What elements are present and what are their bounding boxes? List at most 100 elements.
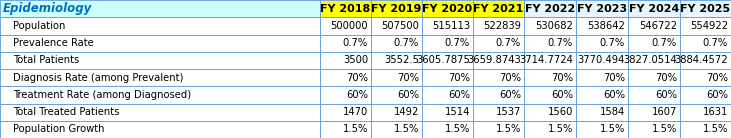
Bar xyxy=(680,34,731,52)
Text: 0.7%: 0.7% xyxy=(343,38,368,48)
Bar xyxy=(524,52,576,69)
Bar xyxy=(371,0,422,17)
Text: 1.5%: 1.5% xyxy=(394,124,419,134)
Text: 70%: 70% xyxy=(397,73,419,83)
Bar xyxy=(0,17,320,34)
Bar xyxy=(628,69,680,86)
Bar xyxy=(680,121,731,138)
Bar xyxy=(628,17,680,34)
Text: FY 2018: FY 2018 xyxy=(320,4,371,14)
Text: 3884.4572: 3884.4572 xyxy=(675,55,728,65)
Bar xyxy=(576,69,628,86)
Bar xyxy=(320,104,371,121)
Text: 70%: 70% xyxy=(603,73,625,83)
Bar xyxy=(524,121,576,138)
Bar xyxy=(680,17,731,34)
Bar xyxy=(576,34,628,52)
Text: 1.5%: 1.5% xyxy=(702,124,728,134)
Text: 70%: 70% xyxy=(706,73,728,83)
Bar xyxy=(371,86,422,104)
Text: 60%: 60% xyxy=(499,90,521,100)
Bar xyxy=(628,0,680,17)
Text: 546722: 546722 xyxy=(639,21,677,31)
Text: 1607: 1607 xyxy=(652,107,677,117)
Bar xyxy=(628,52,680,69)
Text: 1.5%: 1.5% xyxy=(343,124,368,134)
Text: 1631: 1631 xyxy=(702,107,728,117)
Text: 500000: 500000 xyxy=(330,21,368,31)
Text: 507500: 507500 xyxy=(381,21,419,31)
Text: 1492: 1492 xyxy=(394,107,419,117)
Bar xyxy=(473,17,524,34)
Bar xyxy=(0,86,320,104)
Bar xyxy=(628,104,680,121)
Bar xyxy=(0,0,320,17)
Text: 70%: 70% xyxy=(499,73,521,83)
Text: 0.7%: 0.7% xyxy=(652,38,677,48)
Text: 70%: 70% xyxy=(551,73,573,83)
Bar xyxy=(628,121,680,138)
Bar xyxy=(422,104,473,121)
Text: Population Growth: Population Growth xyxy=(13,124,105,134)
Bar xyxy=(422,69,473,86)
Text: Diagnosis Rate (among Prevalent): Diagnosis Rate (among Prevalent) xyxy=(13,73,183,83)
Text: 554922: 554922 xyxy=(690,21,728,31)
Bar xyxy=(320,0,371,17)
Text: 538642: 538642 xyxy=(587,21,625,31)
Text: 0.7%: 0.7% xyxy=(600,38,625,48)
Text: FY 2023: FY 2023 xyxy=(577,4,627,14)
Text: Total Patients: Total Patients xyxy=(13,55,80,65)
Text: FY 2021: FY 2021 xyxy=(474,4,523,14)
Bar xyxy=(680,52,731,69)
Bar xyxy=(422,121,473,138)
Text: 1470: 1470 xyxy=(343,107,368,117)
Text: 60%: 60% xyxy=(346,90,368,100)
Bar xyxy=(0,104,320,121)
Text: Epidemiology: Epidemiology xyxy=(3,2,92,15)
Text: 60%: 60% xyxy=(551,90,573,100)
Text: Total Treated Patients: Total Treated Patients xyxy=(13,107,120,117)
Text: 3770.494: 3770.494 xyxy=(577,55,625,65)
Bar xyxy=(320,17,371,34)
Text: 1.5%: 1.5% xyxy=(599,124,625,134)
Text: 530682: 530682 xyxy=(535,21,573,31)
Bar xyxy=(0,69,320,86)
Text: 1560: 1560 xyxy=(548,107,573,117)
Bar xyxy=(422,52,473,69)
Bar xyxy=(473,52,524,69)
Bar xyxy=(473,121,524,138)
Bar xyxy=(320,86,371,104)
Bar xyxy=(422,86,473,104)
Bar xyxy=(422,34,473,52)
Text: FY 2019: FY 2019 xyxy=(371,4,422,14)
Bar xyxy=(576,17,628,34)
Bar xyxy=(0,34,320,52)
Bar xyxy=(473,86,524,104)
Bar xyxy=(680,69,731,86)
Text: 3605.7875: 3605.7875 xyxy=(416,55,470,65)
Text: 1537: 1537 xyxy=(496,107,521,117)
Bar xyxy=(371,104,422,121)
Text: 3500: 3500 xyxy=(343,55,368,65)
Text: 3659.8743: 3659.8743 xyxy=(467,55,521,65)
Text: 1.5%: 1.5% xyxy=(444,124,470,134)
Text: 70%: 70% xyxy=(346,73,368,83)
Bar xyxy=(628,86,680,104)
Text: Prevalence Rate: Prevalence Rate xyxy=(13,38,94,48)
Bar xyxy=(524,34,576,52)
Text: 3552.5: 3552.5 xyxy=(384,55,419,65)
Bar xyxy=(371,34,422,52)
Bar xyxy=(320,69,371,86)
Text: 0.7%: 0.7% xyxy=(702,38,728,48)
Text: 1.5%: 1.5% xyxy=(548,124,573,134)
Bar xyxy=(473,34,524,52)
Text: FY 2020: FY 2020 xyxy=(423,4,472,14)
Text: 60%: 60% xyxy=(655,90,677,100)
Bar xyxy=(524,0,576,17)
Bar xyxy=(680,104,731,121)
Bar xyxy=(524,104,576,121)
Text: 522839: 522839 xyxy=(483,21,521,31)
Bar xyxy=(473,69,524,86)
Bar xyxy=(320,34,371,52)
Bar xyxy=(576,0,628,17)
